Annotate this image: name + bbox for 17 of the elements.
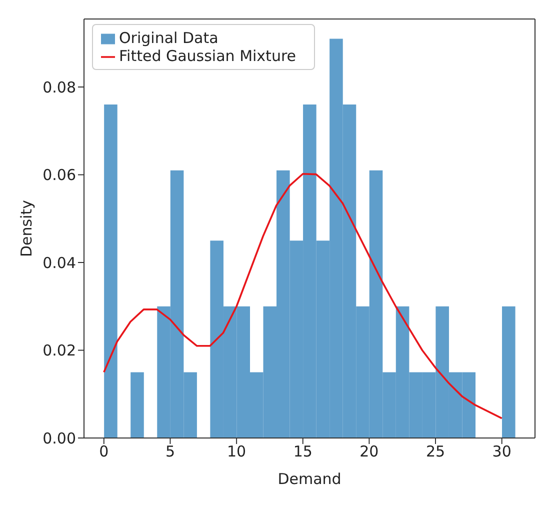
legend-label: Original Data xyxy=(119,29,218,47)
y-tick-label: 0.02 xyxy=(42,342,76,360)
x-tick-label: 25 xyxy=(426,442,446,461)
x-axis-title: Demand xyxy=(278,470,342,488)
y-tick-label: 0.00 xyxy=(42,429,76,448)
x-tick-label: 20 xyxy=(360,442,379,461)
y-tick-label: 0.08 xyxy=(42,78,76,96)
legend-label: Fitted Gaussian Mixture xyxy=(119,47,296,65)
line-series xyxy=(102,172,503,420)
y-tick-label: 0.04 xyxy=(42,254,76,272)
x-tick-label: 10 xyxy=(226,442,246,461)
y-axis-title: Density xyxy=(17,200,36,258)
x-tick-label: 0 xyxy=(99,442,109,461)
x-tick-label: 15 xyxy=(293,442,312,461)
x-tick-label: 30 xyxy=(492,442,512,461)
x-tick-label: 5 xyxy=(165,442,175,461)
y-tick-label: 0.06 xyxy=(42,166,76,184)
